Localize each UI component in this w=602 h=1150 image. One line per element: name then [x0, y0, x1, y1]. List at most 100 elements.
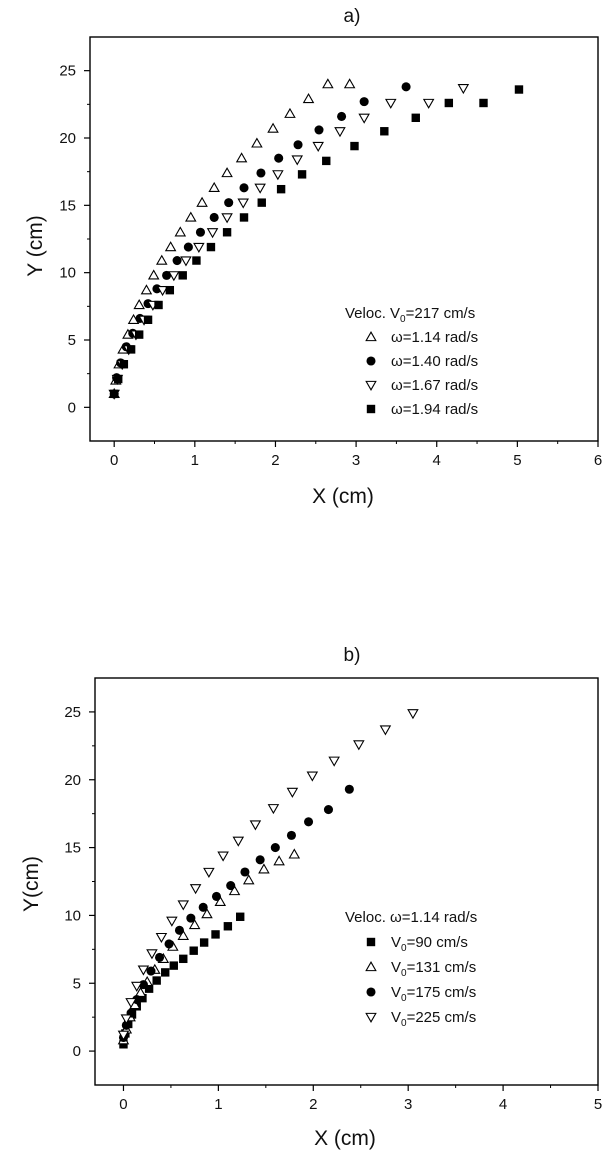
legend-label: V0=175 cm/s: [391, 984, 476, 1004]
data-point: [134, 330, 144, 339]
data-point: [322, 156, 331, 166]
data-point: [514, 85, 524, 94]
data-point: [401, 82, 411, 92]
data-point: [240, 867, 250, 877]
data-point: [177, 929, 190, 940]
data-point: [140, 284, 153, 295]
data-point: [168, 271, 180, 282]
y-tick-label: 20: [59, 130, 76, 147]
data-point: [224, 198, 234, 208]
data-point: [223, 922, 233, 931]
data-point: [214, 895, 227, 907]
data-point: [302, 93, 315, 104]
data-point: [166, 916, 178, 927]
chart-title: a): [344, 6, 361, 27]
data-point: [198, 902, 208, 912]
y-axis-title: Y (cm): [24, 215, 47, 276]
data-point: [286, 787, 299, 798]
data-point: [186, 913, 196, 923]
data-point: [156, 286, 169, 297]
legend: Veloc. ω=1.14 rad/s V0=90 cm/s V0=131 cm/s…: [345, 909, 477, 1029]
data-point: [164, 939, 174, 949]
y-tick-label: 15: [64, 840, 81, 857]
data-point: [144, 984, 154, 993]
data-point: [384, 98, 397, 109]
data-point: [274, 153, 284, 163]
data-point: [162, 270, 172, 280]
data-point: [228, 885, 241, 896]
data-point: [272, 170, 284, 181]
plot-frame: [89, 36, 599, 442]
data-point: [203, 867, 215, 878]
y-tick-label: 10: [59, 265, 76, 282]
legend-label: V0=90 cm/s: [391, 934, 468, 954]
data-point: [208, 181, 220, 192]
data-point: [138, 993, 147, 1003]
legend-label: ω=1.40 rad/s: [391, 353, 478, 370]
data-point: [422, 98, 435, 109]
data-point: [239, 183, 249, 193]
x-tick-label: 4: [499, 1096, 507, 1113]
x-tick-label: 2: [309, 1096, 317, 1113]
data-point: [183, 242, 193, 252]
data-point: [180, 256, 192, 267]
legend-title: Veloc. V0=217 cm/s: [345, 305, 475, 325]
data-point: [178, 271, 187, 280]
legend-marker: [365, 380, 377, 391]
data-point: [221, 167, 233, 178]
data-point: [323, 805, 334, 815]
data-point: [255, 855, 265, 865]
data-point: [137, 965, 150, 976]
data-point: [226, 881, 236, 891]
data-point: [251, 137, 263, 148]
data-point: [114, 374, 123, 384]
data-point: [293, 140, 303, 150]
data-point: [147, 269, 160, 280]
data-point: [242, 874, 255, 885]
data-point: [165, 285, 175, 295]
data-point: [254, 183, 266, 194]
data-point: [312, 141, 324, 153]
data-point: [358, 113, 370, 124]
legend-marker: [365, 961, 377, 972]
data-point: [232, 836, 245, 847]
data-point: [284, 107, 296, 118]
data-point: [189, 946, 198, 955]
y-tick-label: 10: [64, 907, 81, 924]
data-point: [314, 125, 324, 135]
x-tick-label: 5: [513, 452, 521, 469]
data-point: [276, 184, 286, 194]
data-point: [328, 756, 340, 767]
data-point: [209, 212, 219, 222]
legend: Veloc. V0=217 cm/s ω=1.14 rad/s ω=1.40 rad…: [345, 305, 478, 418]
y-tick-label: 5: [73, 975, 81, 992]
data-point: [273, 855, 285, 866]
data-point: [270, 843, 280, 853]
data-point: [143, 315, 153, 324]
data-point: [379, 725, 392, 736]
chart-panel-b: b) 0 1 2 3 4 5 0 5 10 15 20 25 X (cm) Y(cm) Veloc. ω=1.…: [20, 645, 602, 1150]
y-tick-label: 15: [59, 197, 76, 214]
data-point: [117, 1030, 130, 1041]
data-point: [172, 256, 182, 266]
x-tick-label: 3: [352, 452, 360, 469]
legend-label: ω=1.94 rad/s: [391, 401, 478, 418]
data-point: [217, 851, 229, 862]
chart-title: b): [344, 645, 361, 666]
data-point: [288, 848, 301, 859]
data-point: [169, 961, 178, 970]
data-point: [221, 213, 233, 224]
data-point: [359, 97, 369, 107]
data-point: [179, 954, 188, 964]
data-point: [133, 299, 145, 310]
series-4: [117, 709, 419, 1041]
data-point: [125, 998, 137, 1009]
data-point: [201, 908, 213, 919]
data-point: [337, 111, 347, 121]
x-tick-label: 0: [119, 1096, 127, 1113]
data-point: [239, 213, 249, 222]
data-point: [192, 256, 201, 265]
y-tick-label: 20: [64, 772, 81, 789]
data-point: [146, 966, 156, 976]
x-tick-label: 3: [404, 1096, 412, 1113]
